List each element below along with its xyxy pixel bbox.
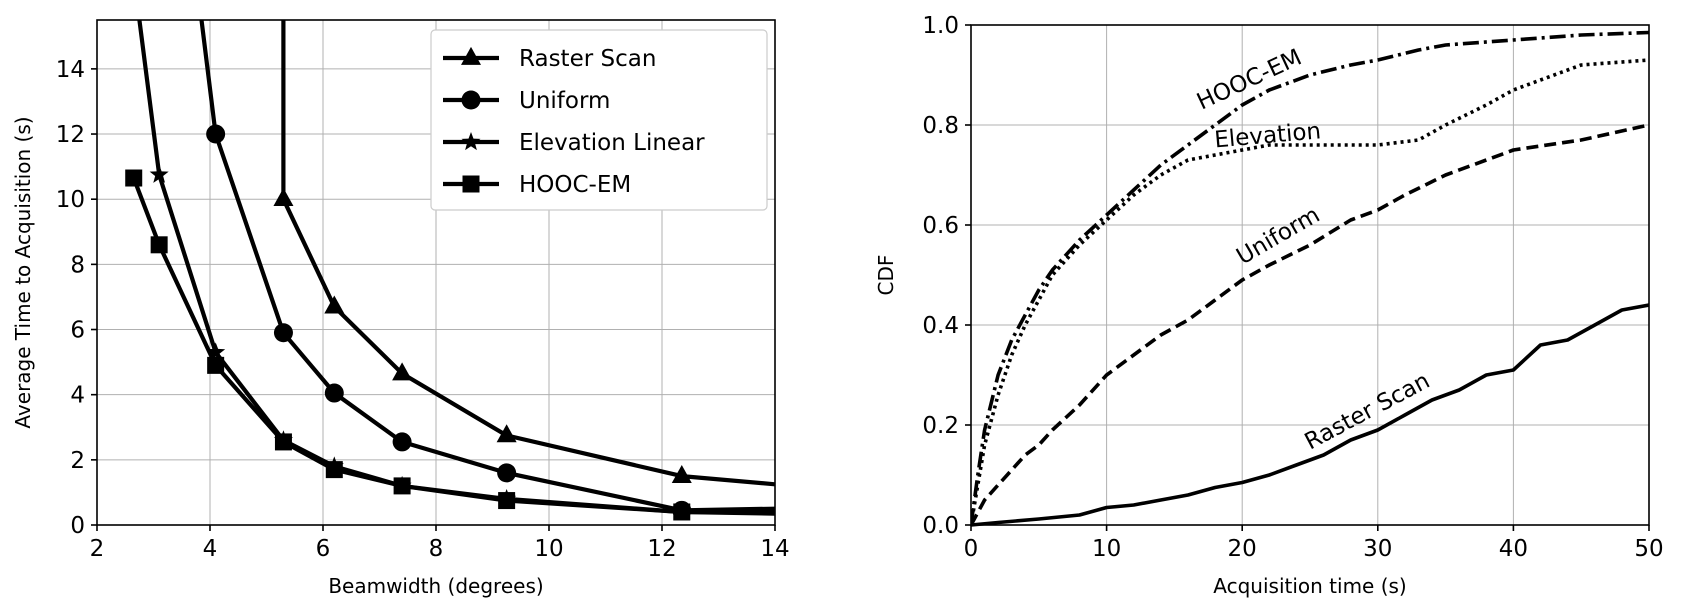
- left-point-uniform: [206, 124, 226, 144]
- left-point-elevation-linear: [149, 164, 169, 183]
- left-plot-beamwidth: Beamwidth (degrees) Average Time to Acqu…: [11, 19, 790, 598]
- left-y-axis-label: Average Time to Acquisition (s): [11, 116, 35, 428]
- right-x-tick-label: 0: [964, 536, 979, 562]
- left-series-line-uniform: [199, 20, 775, 513]
- left-point-hooc-em: [125, 169, 143, 187]
- left-y-tick-label: 0: [70, 513, 85, 539]
- right-y-tick-label: 0.8: [922, 113, 959, 139]
- right-y-axis-label: CDF: [874, 255, 898, 296]
- left-y-tick-label: 2: [70, 448, 85, 474]
- left-point-hooc-em: [673, 503, 691, 521]
- right-series-line-elevation: [971, 58, 1649, 526]
- left-point-uniform: [324, 383, 344, 403]
- right-series-line-uniform: [971, 123, 1649, 526]
- left-legend-label-hooc-em: HOOC-EM: [519, 172, 631, 198]
- left-plot-frame: [96, 19, 776, 526]
- left-point-raster-scan: [496, 424, 517, 443]
- left-x-tick-label: 10: [534, 536, 563, 562]
- left-legend-marker-hooc-em: [462, 175, 480, 193]
- left-y-tick-label: 10: [56, 187, 85, 213]
- right-annotation-elevation: Elevation: [1213, 118, 1322, 153]
- right-x-tick-label: 50: [1634, 536, 1663, 562]
- left-series-hooc-em: [125, 169, 775, 521]
- left-y-tick-label: 8: [70, 252, 85, 278]
- left-legend-entry-hooc-em: HOOC-EM: [443, 172, 631, 198]
- left-legend-entry-raster-scan: Raster Scan: [443, 46, 656, 72]
- left-legend-entry-elevation-linear: Elevation Linear: [443, 130, 705, 156]
- left-legend-marker-elevation-linear: [461, 132, 481, 151]
- right-series-line-hooc-em: [971, 30, 1649, 526]
- left-point-raster-scan: [671, 464, 692, 483]
- right-series-layer: [971, 30, 1649, 527]
- left-x-tick-label: 4: [203, 536, 218, 562]
- right-x-axis-label: Acquisition time (s): [1213, 574, 1406, 598]
- left-point-raster-scan: [273, 188, 294, 207]
- left-x-tick-label: 2: [90, 536, 105, 562]
- right-annotation-uniform: Uniform: [1232, 202, 1324, 270]
- left-y-tick-label: 12: [56, 122, 85, 148]
- left-x-tick-label: 8: [429, 536, 444, 562]
- left-legend-label-elevation-linear: Elevation Linear: [519, 130, 705, 156]
- left-y-tick-label: 6: [70, 318, 85, 344]
- right-y-tick-label: 0.4: [922, 313, 959, 339]
- left-y-tick-label: 14: [56, 57, 85, 83]
- left-legend-marker-raster-scan: [461, 46, 481, 65]
- left-point-elevation-linear: [206, 342, 226, 361]
- left-legend-marker-uniform: [461, 90, 481, 110]
- left-series-raster-scan: [273, 20, 775, 487]
- right-x-tick-label: 20: [1228, 536, 1257, 562]
- left-legend: Raster Scan Uniform Elevation Linear HOOC-E…: [430, 29, 768, 211]
- right-y-tick-label: 0.6: [922, 213, 959, 239]
- left-point-uniform: [392, 432, 412, 452]
- left-y-tick-label: 4: [70, 383, 85, 409]
- left-point-raster-scan: [324, 295, 345, 314]
- right-x-tick-label: 10: [1092, 536, 1121, 562]
- left-x-tick-label: 14: [760, 536, 789, 562]
- left-x-tick-label: 12: [647, 536, 676, 562]
- left-x-tick-label: 6: [316, 536, 331, 562]
- left-legend-label-raster-scan: Raster Scan: [519, 46, 656, 72]
- right-annotation-hooc-em: HOOC-EM: [1193, 44, 1306, 115]
- right-plot-cdf: Acquisition time (s) CDF 0 10 20 30 40 50 0.0 0…: [874, 13, 1664, 598]
- left-series-line-hooc-em: [131, 177, 775, 515]
- right-plot-frame: [970, 24, 1650, 526]
- left-point-hooc-em: [325, 461, 343, 479]
- left-legend-entry-uniform: Uniform: [443, 88, 610, 114]
- right-x-tick-label: 40: [1499, 536, 1528, 562]
- left-point-hooc-em: [498, 492, 516, 510]
- left-point-hooc-em: [207, 356, 225, 374]
- left-point-hooc-em: [393, 477, 411, 495]
- left-series-layer: [125, 20, 775, 521]
- right-y-tick-label: 0.0: [922, 513, 959, 539]
- left-point-hooc-em: [274, 433, 292, 451]
- left-point-hooc-em: [150, 236, 168, 254]
- right-y-tick-label: 0.2: [922, 413, 959, 439]
- right-series-line-raster-scan: [971, 303, 1649, 527]
- left-point-raster-scan: [392, 362, 413, 381]
- left-legend-label-uniform: Uniform: [519, 88, 610, 114]
- left-legend-box: [430, 29, 768, 211]
- right-x-tick-label: 30: [1363, 536, 1392, 562]
- left-x-axis-label: Beamwidth (degrees): [328, 574, 543, 598]
- right-y-tick-label: 1.0: [922, 13, 959, 39]
- left-point-uniform: [497, 463, 517, 483]
- left-point-uniform: [273, 323, 293, 343]
